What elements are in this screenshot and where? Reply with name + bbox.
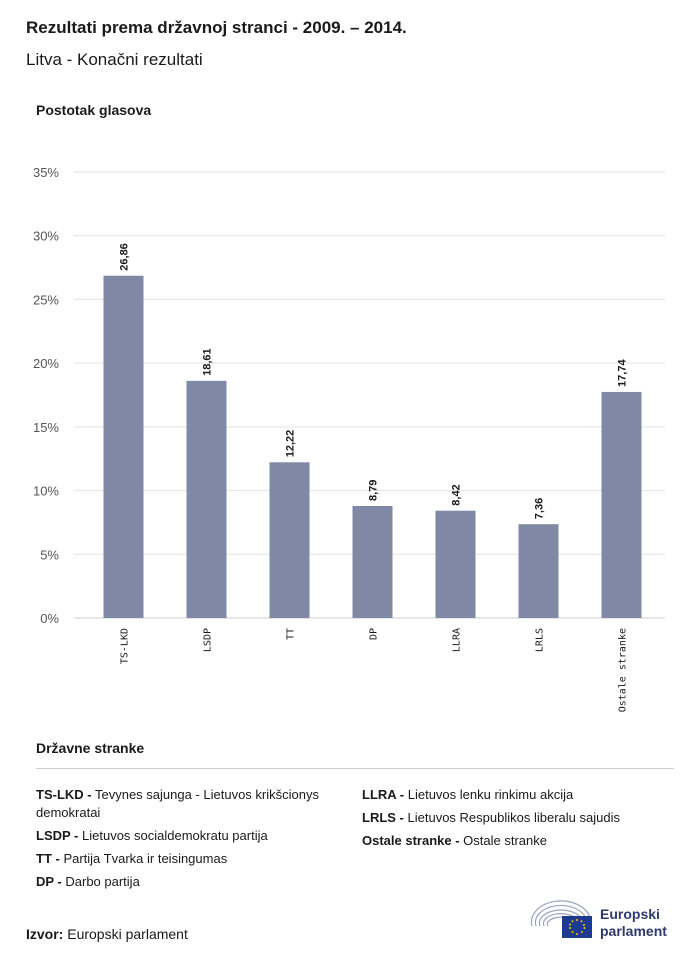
legend-item: LLRA - Lietuvos lenku rinkimu akcija [362,786,672,804]
legend-column-right: LLRA - Lietuvos lenku rinkimu akcija LRLS… [362,786,672,855]
bar [601,391,642,618]
eu-flag [562,916,592,938]
x-tick-label: LLRA [452,628,463,652]
legend-item: LSDP - Lietuvos socialdemokratu partija [36,827,346,845]
data-label: 8,42 [451,484,463,505]
legend-item: Ostale stranke - Ostale stranke [362,832,672,850]
legend-name: Lietuvos lenku rinkimu akcija [404,787,574,802]
logo-line-2: parlament [600,923,667,939]
legend-name: Partija Tvarka ir teisingumas [59,851,228,866]
legend-title: Državne stranke [36,740,145,756]
x-tick-label: TT [286,628,297,640]
data-label: 26,86 [119,243,131,271]
logo-wordmark: Europski parlament [600,906,667,940]
y-tick-label: 35% [33,165,59,180]
source-note: Izvor: Europski parlament [26,926,188,942]
bar [518,524,559,618]
legend-abbr: Ostale stranke - [362,833,460,848]
legend-name: Lietuvos Respublikos liberalu sajudis [403,810,620,825]
legend-item: LRLS - Lietuvos Respublikos liberalu saj… [362,809,672,827]
legend-abbr: TT - [36,851,60,866]
y-tick-label: 10% [33,484,59,499]
legend-name: Lietuvos socialdemokratu partija [78,828,268,843]
legend-name: Tevynes sajunga - Lietuvos krikšcionys d… [36,787,319,820]
x-tick-label: LRLS [535,628,546,652]
data-label: 12,22 [285,430,297,458]
source-label: Izvor: [26,926,64,942]
y-tick-label: 25% [33,292,59,307]
x-tick-label: TS-LKD [120,628,131,664]
data-label: 7,36 [534,498,546,519]
chart-title: Rezultati prema državnoj stranci - 2009.… [26,18,407,37]
bar [435,510,476,618]
data-label: 8,79 [368,480,380,501]
legend-item: TT - Partija Tvarka ir teisingumas [36,850,346,868]
y-tick-label: 30% [33,229,59,244]
logo-line-1: Europski [600,906,660,922]
legend-name: Darbo partija [61,874,140,889]
legend-name: Ostale stranke [459,833,547,848]
chart-subtitle: Litva - Konačni rezultati [26,50,203,69]
data-label: 18,61 [202,348,214,376]
y-tick-label: 5% [40,547,59,562]
x-tick-label: DP [369,628,380,640]
european-parliament-logo-icon: Europski parlament [528,900,678,942]
legend-abbr: LSDP - [36,828,79,843]
data-label: 17,74 [617,359,629,387]
bar [352,505,393,618]
x-tick-label: Ostale stranke [618,628,629,712]
legend-divider [36,768,674,769]
legend-abbr: LRLS - [362,810,404,825]
x-tick-label: LSDP [203,628,214,652]
legend-abbr: LLRA - [362,787,405,802]
y-axis-label: Postotak glasova [36,102,152,118]
source-value: Europski parlament [67,926,188,942]
legend-column-left: TS-LKD - Tevynes sajunga - Lietuvos krik… [36,786,346,896]
legend-item: DP - Darbo partija [36,873,346,891]
hemicycle-icon [530,900,592,938]
legend-item: TS-LKD - Tevynes sajunga - Lietuvos krik… [36,786,346,822]
y-tick-label: 20% [33,356,59,371]
legend-abbr: TS-LKD - [36,787,92,802]
bar [103,275,144,618]
bar [186,380,227,618]
legend-abbr: DP - [36,874,62,889]
y-tick-label: 0% [40,611,59,626]
y-tick-label: 15% [33,420,59,435]
bar [269,462,310,618]
bar-chart: 0% 5% 10% 15% 20% 25% 30% 35% 26,86 TS-LKD 18,61 LS… [33,165,665,712]
